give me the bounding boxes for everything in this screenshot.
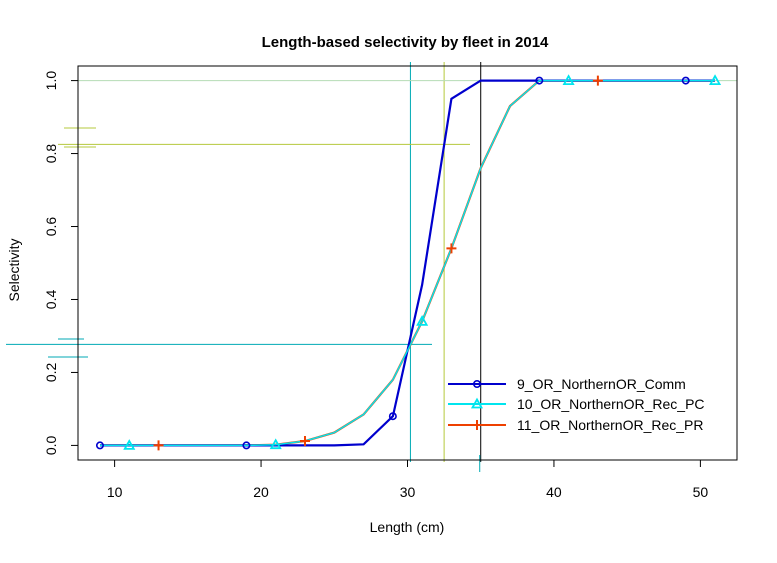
series-2-marker-1: [269, 438, 282, 450]
series-3-marker-0: [153, 440, 164, 451]
x-tick-label-1: 20: [253, 484, 269, 500]
series-2-marker-3: [562, 74, 575, 85]
legend: 9_OR_NorthernOR_Comm 10_OR_NorthernOR_Rec…: [448, 376, 705, 433]
series-1-marker-4: [681, 76, 690, 85]
y-tick-label-4: 0.8: [43, 144, 59, 164]
series-line-2: [100, 79, 715, 447]
series-1-marker-0: [95, 441, 104, 450]
legend-marker-3: [472, 420, 482, 430]
y-tick-label-0: 0.0: [43, 435, 59, 455]
y-axis-label: Selectivity: [6, 238, 22, 301]
y-tick-label-3: 0.6: [43, 217, 59, 237]
y-tick-label-2: 0.4: [43, 290, 59, 310]
series-layer: [95, 74, 722, 451]
series-1-marker-2: [388, 412, 397, 421]
legend-label-1: 9_OR_NorthernOR_Comm: [517, 376, 686, 392]
legend-marker-1: [472, 379, 481, 388]
x-tick-label-2: 30: [400, 484, 416, 500]
series-1-marker-3: [535, 76, 544, 85]
series-3-marker-3: [592, 75, 603, 86]
x-axis: 10 20 30 40 50: [107, 459, 709, 500]
y-tick-label-1: 0.2: [43, 363, 59, 383]
chart-title: Length-based selectivity by fleet in 201…: [262, 34, 549, 51]
legend-label-2: 10_OR_NorthernOR_Rec_PC: [517, 396, 705, 412]
series-2-marker-2: [416, 315, 429, 326]
y-tick-label-5: 1.0: [43, 71, 59, 91]
x-tick-label-3: 40: [546, 484, 562, 500]
series-2-marker-0: [123, 439, 136, 450]
legend-label-3: 11_OR_NorthernOR_Rec_PR: [517, 417, 704, 433]
y-axis: 0.0 0.2 0.4 0.6 0.8 1.0: [43, 71, 79, 455]
x-axis-label: Length (cm): [370, 519, 445, 535]
x-tick-label-4: 50: [693, 484, 709, 500]
series-3-marker-1: [299, 436, 310, 447]
legend-marker-2: [470, 397, 484, 409]
series-1-marker-1: [242, 441, 251, 450]
series-3-marker-2: [446, 243, 457, 254]
x-tick-label-0: 10: [107, 484, 123, 500]
series-2-marker-4: [708, 74, 722, 85]
